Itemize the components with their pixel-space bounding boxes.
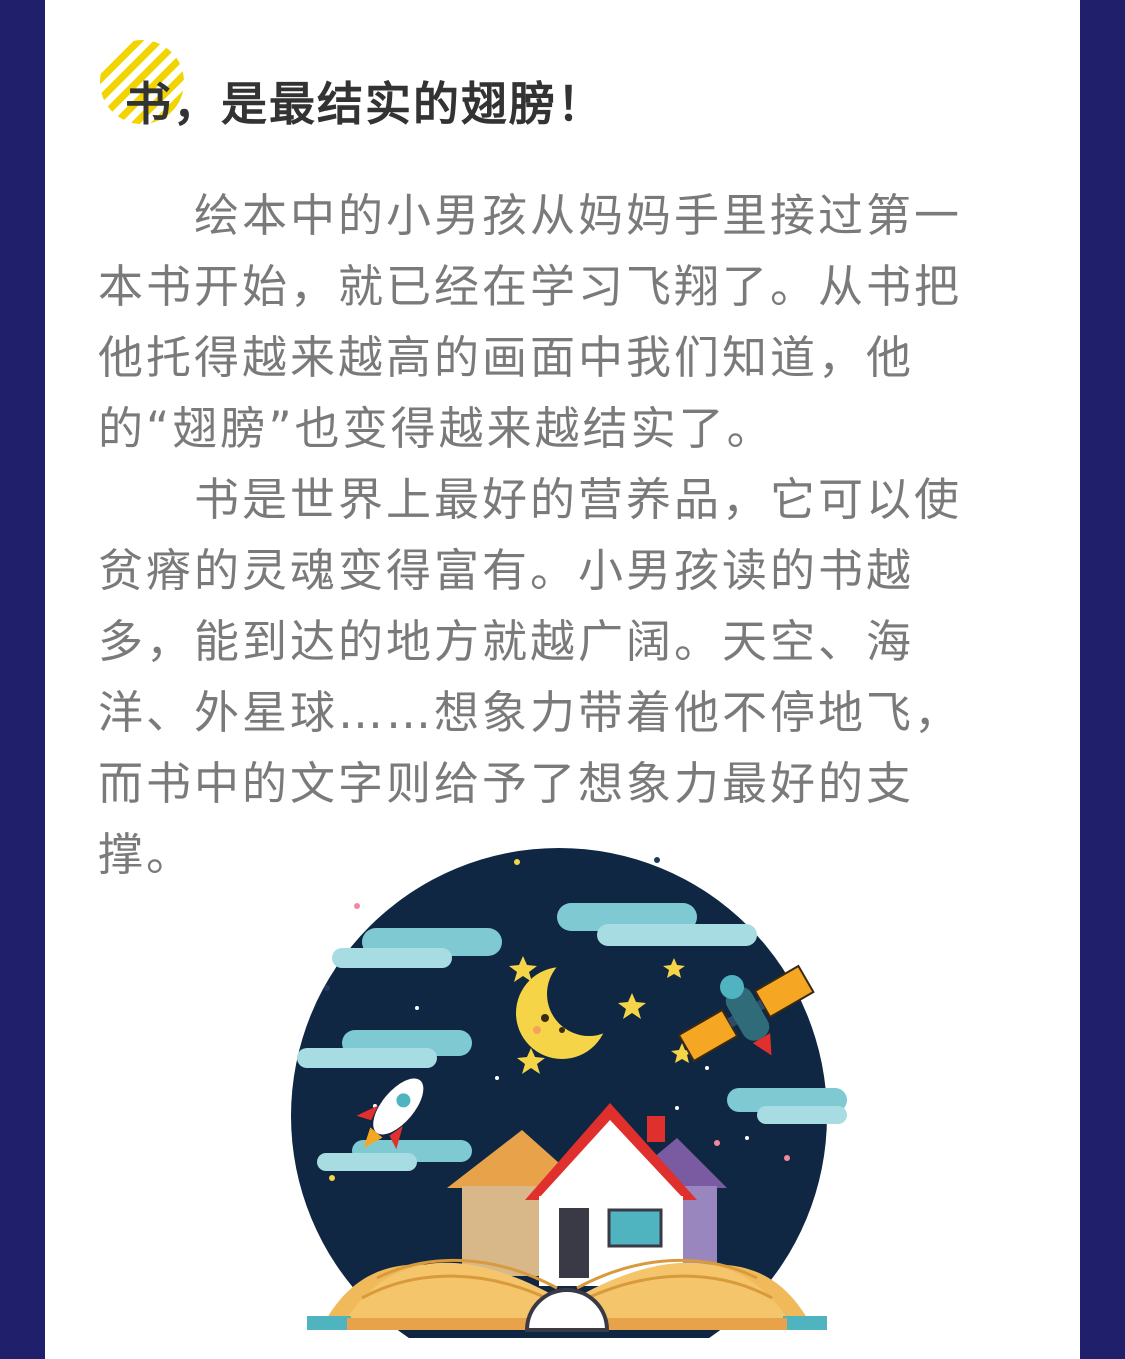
night-sky-book-illustration <box>287 848 847 1338</box>
paragraph-1: 绘本中的小男孩从妈妈手里接过第一本书开始，就已经在学习飞翔了。从书把他托得越来越… <box>98 180 1003 464</box>
paragraph-2: 书是世界上最好的营养品，它可以使贫瘠的灵魂变得富有。小男孩读的书越多，能到达的地… <box>98 464 1003 890</box>
article-card: 书，是最结实的翅膀！ 绘本中的小男孩从妈妈手里接过第一本书开始，就已经在学习飞翔… <box>45 0 1080 1359</box>
section-header: 书，是最结实的翅膀！ <box>97 38 997 128</box>
section-title: 书，是最结实的翅膀！ <box>125 68 605 134</box>
article-body: 绘本中的小男孩从妈妈手里接过第一本书开始，就已经在学习飞翔了。从书把他托得越来越… <box>98 180 1003 890</box>
